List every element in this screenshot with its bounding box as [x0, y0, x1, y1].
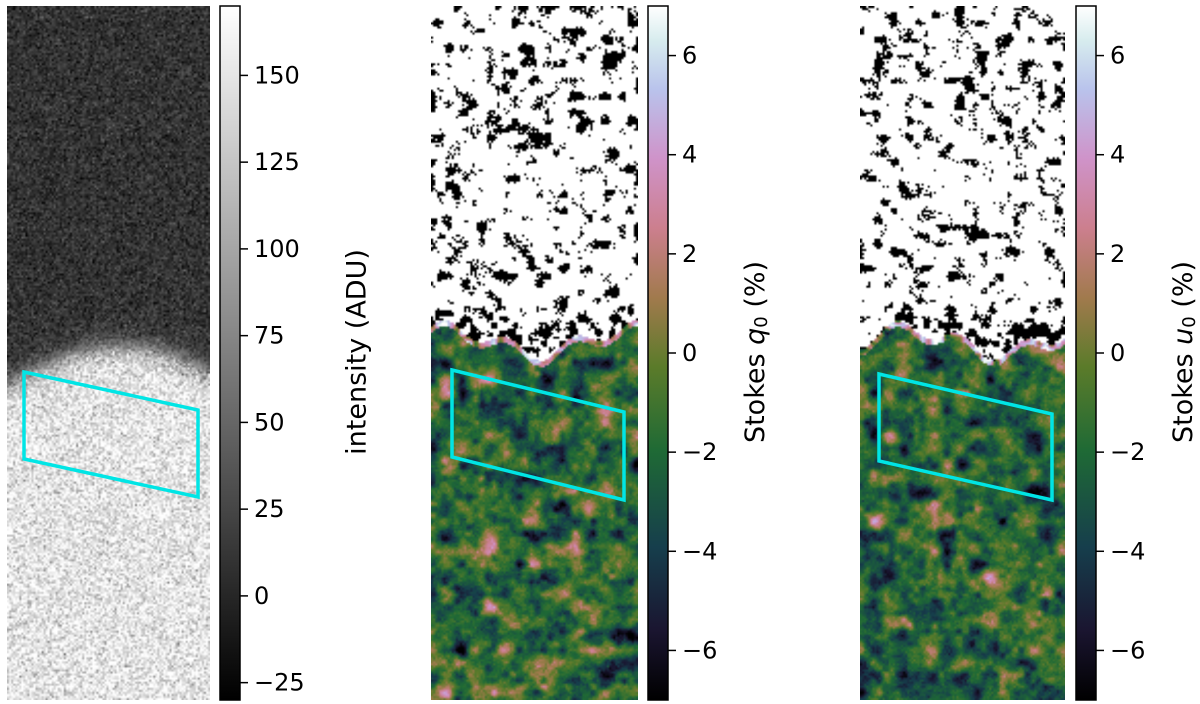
intensity-image: [7, 6, 210, 700]
stokes-q-image: [431, 6, 638, 700]
intensity-colorbar-ticks: −25 0 25 50 75 100 125 150: [240, 61, 305, 697]
colorbar-tick-label: 0: [682, 339, 697, 367]
stokes-u-colorbar-ticks: −6 −4 −2 0 2 4 6: [1096, 42, 1145, 664]
colorbar-tick-label: 4: [1110, 141, 1125, 169]
colorbar-tick-label: 0: [254, 582, 269, 610]
stokes-q-colorbar: [647, 5, 669, 701]
stokes-q-label-subscript: 0: [751, 316, 772, 327]
colorbar-tick-label: 2: [682, 240, 697, 268]
stokes-q-label-symbol: q: [740, 328, 771, 345]
stokes-u-colorbar-label: Stokes u0 (%): [1168, 261, 1200, 443]
colorbar-tick-label: 25: [254, 495, 285, 523]
colorbar-tick-label: −6: [682, 636, 717, 664]
stokes-q-colorbar-ticks: −6 −4 −2 0 2 4 6: [668, 42, 717, 664]
stokes-u-label-symbol: u: [1168, 328, 1199, 345]
stokes-u-region-outline: [877, 371, 1054, 503]
intensity-colorbar: [219, 5, 241, 701]
stokes-q-label-prefix: Stokes: [740, 345, 771, 443]
stokes-q-region-outline: [450, 367, 626, 503]
colorbar-tick-label: 6: [682, 42, 697, 70]
stokes-u-label-prefix: Stokes: [1168, 345, 1199, 443]
colorbar-tick-label: −4: [1110, 537, 1145, 565]
stokes-q-colorbar-label: Stokes q0 (%): [740, 261, 772, 443]
colorbar-tick-label: 6: [1110, 42, 1125, 70]
colorbar-tick-label: 0: [1110, 339, 1125, 367]
colorbar-tick-label: −25: [254, 669, 305, 697]
colorbar-tick-label: 50: [254, 408, 285, 436]
colorbar-tick-label: 75: [254, 322, 285, 350]
colorbar-tick-label: 125: [254, 148, 300, 176]
colorbar-tick-label: −6: [1110, 636, 1145, 664]
colorbar-tick-label: −4: [682, 537, 717, 565]
stokes-u-colorbar: [1075, 5, 1097, 701]
intensity-colorbar-label: intensity (ADU): [342, 249, 373, 455]
intensity-panel: −25 0 25 50 75 100 125 150 intensity (ADU): [7, 5, 373, 701]
colorbar-tick-label: −2: [1110, 438, 1145, 466]
colorbar-tick-label: 150: [254, 61, 300, 89]
stokes-q-label-suffix: (%): [740, 261, 771, 316]
colorbar-tick-label: −2: [682, 438, 717, 466]
colorbar-tick-label: 100: [254, 235, 300, 263]
stokes-u-image: [860, 6, 1065, 700]
intensity-region-outline: [22, 369, 200, 500]
colorbar-tick-label: 4: [682, 141, 697, 169]
stokes-u-label-suffix: (%): [1168, 261, 1199, 316]
colorbar-tick-label: 2: [1110, 240, 1125, 268]
stokes-u-label-subscript: 0: [1179, 316, 1200, 327]
